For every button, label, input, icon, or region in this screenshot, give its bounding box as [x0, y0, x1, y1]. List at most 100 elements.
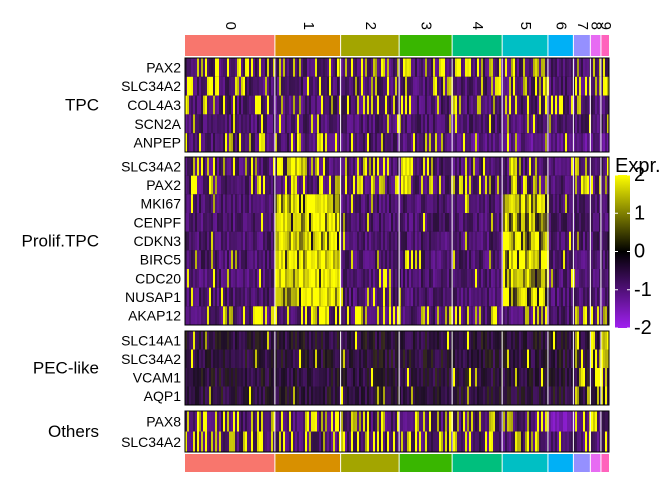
heatmap-cell — [241, 58, 244, 78]
heatmap-cell — [317, 157, 320, 176]
heatmap-cell — [361, 411, 364, 432]
heatmap-cell — [499, 269, 502, 288]
heatmap-cell — [191, 213, 194, 232]
heatmap-cell — [537, 76, 540, 96]
heatmap-cell — [597, 431, 600, 453]
heatmap-cell — [265, 175, 268, 195]
heatmap-cell — [507, 431, 510, 453]
heatmap-cell — [319, 349, 322, 369]
heatmap-cell — [493, 157, 496, 176]
heatmap-cell — [555, 231, 558, 251]
heatmap-cell — [359, 269, 362, 288]
heatmap-cell — [581, 431, 584, 453]
heatmap-cell — [329, 76, 332, 96]
heatmap-cell — [565, 306, 568, 326]
heatmap-cell — [551, 58, 554, 78]
heatmap-cell — [529, 133, 532, 153]
heatmap-cell — [363, 175, 366, 195]
heatmap-cell — [245, 349, 248, 369]
heatmap-cell — [485, 133, 488, 153]
heatmap-cell — [457, 58, 460, 78]
heatmap-cell — [553, 368, 556, 387]
heatmap-cell — [553, 287, 556, 307]
cluster-label-8: 8 — [588, 22, 605, 30]
heatmap-cell — [335, 194, 338, 214]
heatmap-cell — [559, 95, 562, 115]
heatmap-cell — [311, 213, 314, 232]
heatmap-cell — [305, 133, 308, 153]
heatmap-cell — [491, 194, 494, 214]
heatmap-cell — [219, 386, 222, 406]
heatmap-cell — [335, 95, 338, 115]
heatmap-cell — [405, 386, 408, 406]
heatmap-cell — [459, 331, 462, 350]
heatmap-cell — [359, 331, 362, 350]
heatmap-cell — [495, 368, 498, 387]
heatmap-cell — [563, 213, 566, 232]
heatmap-cell — [439, 114, 442, 134]
heatmap-cell — [225, 306, 228, 326]
heatmap-cell — [519, 287, 522, 307]
heatmap-cell — [435, 157, 438, 176]
heatmap-cell — [483, 194, 486, 214]
heatmap-cell — [347, 250, 350, 270]
heatmap-cell — [393, 58, 396, 78]
heatmap-cell — [429, 157, 432, 176]
heatmap-cell — [205, 133, 208, 153]
heatmap-cell — [449, 331, 452, 350]
heatmap-cell — [483, 368, 486, 387]
heatmap-cell — [435, 349, 438, 369]
heatmap-cell — [407, 231, 410, 251]
heatmap-cell — [495, 114, 498, 134]
heatmap-cell — [239, 306, 242, 326]
heatmap-cell — [289, 349, 292, 369]
heatmap-cell — [513, 58, 516, 78]
heatmap-cell — [445, 114, 448, 134]
heatmap-cell — [323, 213, 326, 232]
heatmap-cell — [509, 250, 512, 270]
heatmap-cell — [391, 386, 394, 406]
heatmap-cell — [193, 431, 196, 453]
heatmap-cell — [321, 368, 324, 387]
heatmap-cell — [473, 368, 476, 387]
heatmap-cell — [287, 331, 290, 350]
heatmap-cell — [215, 269, 218, 288]
heatmap-cell — [555, 331, 558, 350]
heatmap-cell — [511, 58, 514, 78]
heatmap-cell — [413, 114, 416, 134]
heatmap-cell — [523, 213, 526, 232]
heatmap-cell — [369, 331, 372, 350]
heatmap-cell — [329, 411, 332, 432]
heatmap-cell — [343, 386, 346, 406]
heatmap-cell — [405, 431, 408, 453]
heatmap-cell — [379, 287, 382, 307]
heatmap-cell — [251, 386, 254, 406]
heatmap-cell — [405, 213, 408, 232]
heatmap-cell — [507, 231, 510, 251]
heatmap-cell — [293, 76, 296, 96]
heatmap-cell — [309, 287, 312, 307]
cluster-label-3: 3 — [418, 22, 435, 30]
heatmap-cell — [325, 349, 328, 369]
heatmap-cell — [201, 58, 204, 78]
heatmap-cell — [473, 76, 476, 96]
heatmap-cell — [249, 386, 252, 406]
heatmap-cell — [297, 411, 300, 432]
heatmap-cell — [569, 58, 572, 78]
heatmap-cell — [273, 368, 276, 387]
heatmap-cell — [255, 194, 258, 214]
heatmap-cell — [285, 114, 288, 134]
heatmap-cell — [409, 386, 412, 406]
heatmap-cell — [519, 157, 522, 176]
heatmap-cell — [315, 194, 318, 214]
heatmap-cell — [367, 231, 370, 251]
heatmap-cell — [473, 306, 476, 326]
heatmap-cell — [571, 431, 574, 453]
heatmap-cell — [533, 157, 536, 176]
heatmap-cell — [191, 306, 194, 326]
heatmap-cell — [249, 58, 252, 78]
heatmap-cell — [309, 250, 312, 270]
heatmap-cell — [341, 431, 344, 453]
heatmap-cell — [487, 386, 490, 406]
heatmap-cell — [465, 58, 468, 78]
